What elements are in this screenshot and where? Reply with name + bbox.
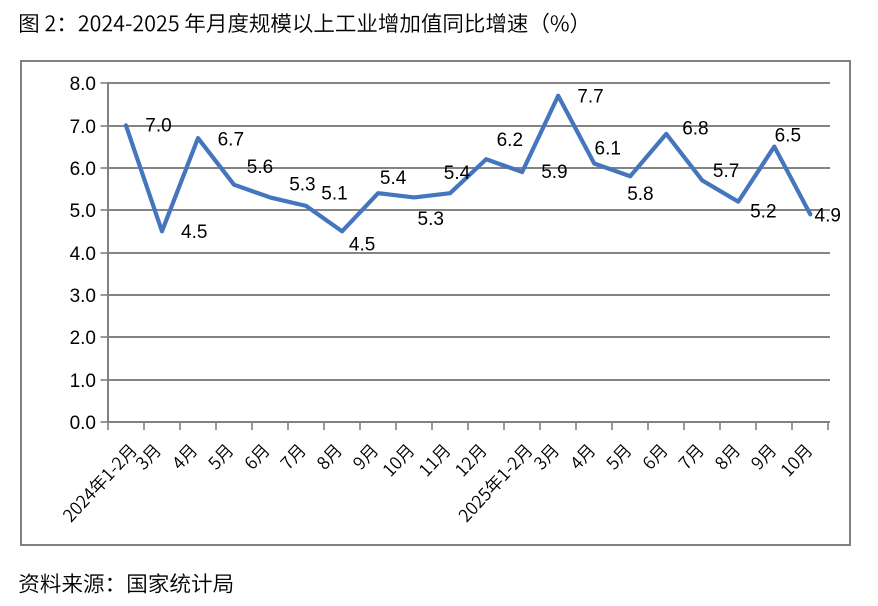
svg-text:6.0: 6.0 [70,159,96,180]
svg-text:5.6: 5.6 [247,157,273,178]
svg-text:7.7: 7.7 [577,87,603,108]
svg-text:6.7: 6.7 [218,129,244,150]
svg-text:0.0: 0.0 [70,413,96,434]
svg-text:5.8: 5.8 [627,184,653,205]
svg-text:5.0: 5.0 [70,201,96,222]
svg-text:4.0: 4.0 [70,244,96,265]
svg-text:6.2: 6.2 [497,130,523,151]
svg-text:2.0: 2.0 [70,328,96,349]
svg-text:4.5: 4.5 [349,234,375,255]
svg-text:5.2: 5.2 [750,202,776,223]
svg-text:5.3: 5.3 [418,209,444,230]
svg-text:5.4: 5.4 [444,163,471,184]
svg-text:1.0: 1.0 [70,371,96,392]
svg-text:8.0: 8.0 [70,74,96,95]
svg-text:6.5: 6.5 [775,125,801,146]
svg-text:4.5: 4.5 [181,222,207,243]
svg-text:7.0: 7.0 [145,116,171,137]
svg-text:4.9: 4.9 [815,206,841,227]
svg-text:5.7: 5.7 [713,161,739,182]
svg-text:6.8: 6.8 [682,119,708,140]
svg-text:6.1: 6.1 [595,139,621,160]
svg-text:5.3: 5.3 [289,175,315,196]
svg-text:5.4: 5.4 [380,168,407,189]
svg-text:3.0: 3.0 [70,286,96,307]
svg-text:7.0: 7.0 [70,117,96,138]
svg-text:5.9: 5.9 [541,162,567,183]
svg-text:5.1: 5.1 [321,184,347,205]
